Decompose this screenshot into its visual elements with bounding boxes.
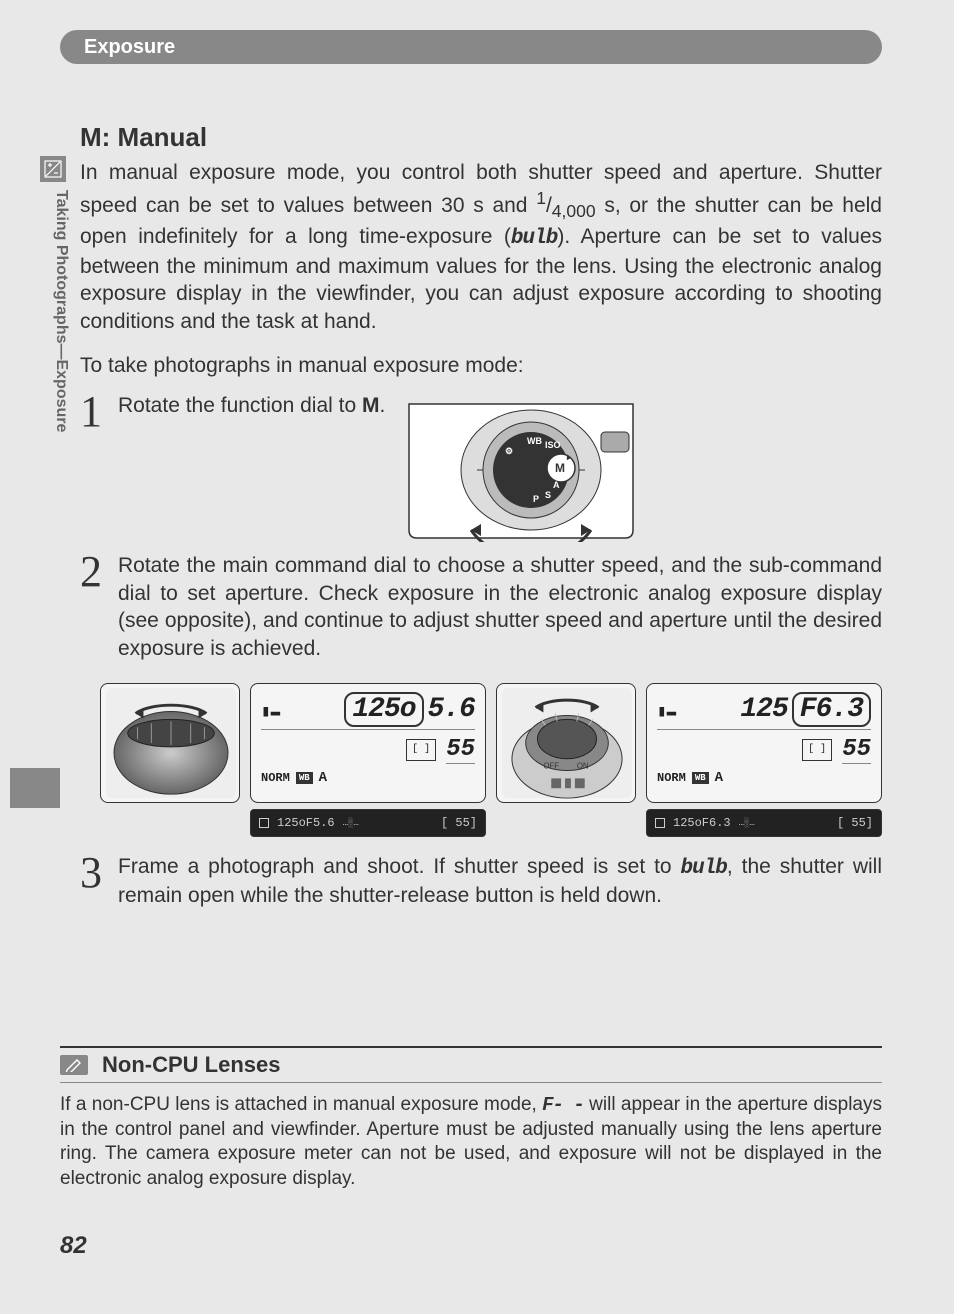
af-area-icon: [ ] (406, 739, 436, 761)
bulb-glyph: bulb (680, 857, 726, 880)
svg-text:OFF: OFF (543, 761, 559, 770)
lcd-aperture: 5.6 (428, 694, 475, 725)
function-dial-illustration: ISO WB ⚙ M ▸ ASP (401, 392, 641, 542)
vf-readout: 125oF5.6 (277, 816, 335, 830)
main-command-dial-illustration (100, 683, 240, 803)
vf-count: [ 55] (837, 816, 873, 830)
svg-text:M: M (555, 461, 565, 475)
lcd-shutter-speed: 125 (740, 694, 787, 725)
lcd-illustration-row: ▮▬ 125o 5.6 [ ] 55 NORM WB A (100, 683, 882, 803)
wb-icon: WB (296, 772, 313, 784)
exposure-comp-icon (40, 156, 66, 182)
step-number: 2 (80, 552, 110, 592)
svg-text:S: S (545, 490, 551, 500)
lcd-frames-remaining: 55 (446, 736, 475, 764)
viewfinder-left: 125oF5.6 …░… [ 55] (250, 809, 486, 837)
vf-count: [ 55] (441, 816, 477, 830)
svg-text:ISO: ISO (545, 440, 561, 450)
side-tab: Taking Photographs—Exposure (36, 156, 70, 536)
step-3: 3 Frame a photograph and shoot. If shutt… (80, 853, 882, 910)
lcd-aperture: F6.3 (792, 692, 871, 727)
step1-text-a: Rotate the function dial to (118, 394, 362, 417)
vf-readout: 125oF6.3 (673, 816, 731, 830)
note-body: If a non-CPU lens is attached in manual … (60, 1093, 882, 1192)
frac-numerator: 1 (536, 188, 546, 208)
lcd-shutter-speed: 125o (344, 692, 423, 727)
wb-icon: WB (692, 772, 709, 784)
note-text-a: If a non-CPU lens is attached in manual … (60, 1094, 542, 1115)
frac-denominator: 4,000 (552, 201, 596, 221)
note-section: Non-CPU Lenses If a non-CPU lens is atta… (60, 1046, 882, 1192)
svg-text:WB: WB (527, 436, 542, 446)
main-content: M: Manual In manual exposure mode, you c… (80, 122, 882, 920)
pencil-icon (60, 1055, 88, 1075)
control-panel-right: ▮▬ 125 F6.3 [ ] 55 NORM WB A (646, 683, 882, 803)
svg-text:ON: ON (577, 761, 589, 770)
af-area-icon: [ ] (802, 739, 832, 761)
wb-auto-label: A (319, 770, 327, 786)
lcd-frames-remaining: 55 (842, 736, 871, 764)
step-number: 3 (80, 853, 110, 893)
bulb-glyph: bulb (511, 227, 557, 250)
svg-text:P: P (533, 494, 539, 504)
page-number: 82 (60, 1232, 87, 1260)
battery-icon: ▮▬ (261, 701, 280, 721)
side-tab-label: Taking Photographs—Exposure (36, 190, 70, 432)
note-title: Non-CPU Lenses (102, 1052, 280, 1078)
wb-auto-label: A (715, 770, 723, 786)
svg-text:⚙: ⚙ (505, 446, 513, 456)
page-title: M: Manual (80, 122, 882, 153)
lcd-quality: NORM (261, 771, 290, 785)
lcd-quality: NORM (657, 771, 686, 785)
step-2-body: Rotate the main command dial to choose a… (118, 552, 882, 663)
vf-focus-icon (259, 818, 269, 828)
viewfinder-illustration-row: 125oF5.6 …░… [ 55] 125oF6.3 …░… [ 55] (100, 809, 882, 837)
step-1: 1 Rotate the function dial to M. ISO WB … (80, 392, 882, 542)
svg-text:A: A (553, 480, 560, 490)
intro-paragraph: In manual exposure mode, you control bot… (80, 159, 882, 336)
thumb-tab-marker (10, 768, 60, 808)
battery-icon: ▮▬ (657, 701, 676, 721)
step1-text-b: . (380, 394, 386, 417)
step-3-body: Frame a photograph and shoot. If shutter… (118, 853, 882, 910)
sub-command-dial-illustration: OFF ON (496, 683, 636, 803)
lead-sentence: To take photographs in manual exposure m… (80, 354, 882, 378)
step-1-body: Rotate the function dial to M. (118, 392, 385, 420)
step1-mode-letter: M (362, 394, 380, 417)
viewfinder-right: 125oF6.3 …░… [ 55] (646, 809, 882, 837)
aperture-placeholder-glyph: F- - (542, 1094, 584, 1116)
section-header: Exposure (60, 30, 882, 64)
step3-text-a: Frame a photograph and shoot. If shutter… (118, 855, 680, 878)
vf-focus-icon (655, 818, 665, 828)
section-header-label: Exposure (84, 36, 175, 59)
step-number: 1 (80, 392, 110, 432)
step-2: 2 Rotate the main command dial to choose… (80, 552, 882, 663)
control-panel-left: ▮▬ 125o 5.6 [ ] 55 NORM WB A (250, 683, 486, 803)
